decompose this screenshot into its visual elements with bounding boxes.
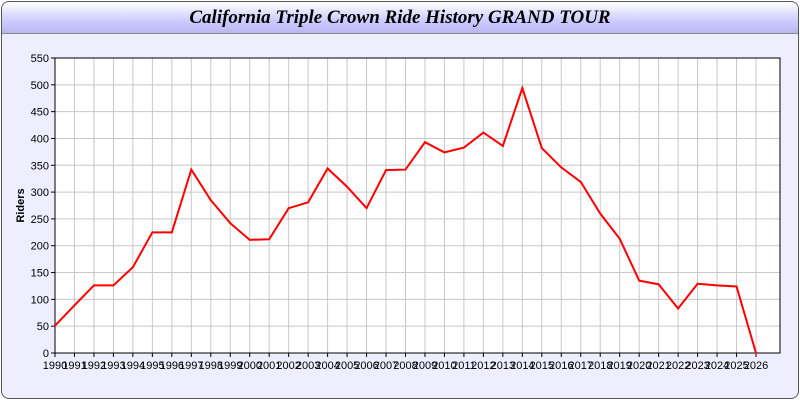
x-tick-label: 2021 — [646, 360, 670, 372]
x-tick-label: 2014 — [510, 360, 534, 372]
y-tick-label: 250 — [31, 214, 49, 226]
y-axis-label: Riders — [15, 188, 27, 222]
x-tick-label: 2012 — [471, 360, 495, 372]
data-point — [716, 284, 719, 287]
x-tick-label: 1998 — [199, 360, 223, 372]
x-tick-label: 2002 — [276, 360, 300, 372]
data-point — [404, 168, 407, 171]
data-point — [501, 144, 504, 147]
x-tick-label: 2007 — [374, 360, 398, 372]
data-point — [735, 285, 738, 288]
y-tick-label: 450 — [31, 107, 49, 119]
x-tick-label: 1995 — [140, 360, 164, 372]
y-tick-label: 100 — [31, 294, 49, 306]
data-point — [190, 168, 193, 171]
x-tick-label: 2013 — [491, 360, 515, 372]
data-point — [287, 207, 290, 210]
x-tick-label: 1993 — [101, 360, 125, 372]
x-tick-label: 2008 — [393, 360, 417, 372]
data-point — [151, 231, 154, 234]
y-tick-label: 0 — [43, 348, 49, 360]
y-tick-label: 50 — [37, 321, 49, 333]
data-point — [462, 146, 465, 149]
plot-area — [55, 58, 780, 353]
x-tick-label: 2018 — [588, 360, 612, 372]
x-tick-label: 1994 — [121, 360, 145, 372]
x-tick-label: 2000 — [237, 360, 261, 372]
x-tick-label: 2009 — [413, 360, 437, 372]
y-tick-label: 400 — [31, 133, 49, 145]
y-tick-label: 300 — [31, 187, 49, 199]
data-point — [92, 284, 95, 287]
data-point — [521, 87, 524, 90]
data-point — [443, 151, 446, 154]
data-point — [540, 147, 543, 150]
data-point — [54, 324, 56, 327]
x-tick-label: 2001 — [257, 360, 281, 372]
x-tick-label: 2011 — [452, 360, 476, 372]
data-point — [307, 201, 310, 204]
x-tick-label: 2019 — [607, 360, 631, 372]
x-tick-label: 2010 — [432, 360, 456, 372]
x-tick-label: 1992 — [82, 360, 106, 372]
data-point — [755, 352, 757, 354]
x-tick-label: 1999 — [218, 360, 242, 372]
data-point — [677, 307, 680, 310]
y-tick-label: 500 — [31, 80, 49, 92]
plot-border — [54, 57, 781, 354]
data-point — [423, 141, 426, 144]
data-point — [579, 180, 582, 183]
data-point — [638, 279, 641, 282]
x-tick-label: 2023 — [685, 360, 709, 372]
x-tick-label: 2004 — [315, 360, 339, 372]
x-tick-label: 2025 — [724, 360, 748, 372]
data-point — [657, 283, 660, 286]
x-tick-label: 1997 — [179, 360, 203, 372]
data-point — [560, 166, 563, 169]
data-point — [482, 131, 485, 134]
x-tick-label: 2003 — [296, 360, 320, 372]
x-tick-label: 2020 — [627, 360, 651, 372]
title-bar: California Triple Crown Ride History GRA… — [2, 2, 798, 34]
data-point — [112, 284, 115, 287]
x-tick-label: 2022 — [666, 360, 690, 372]
y-tick-label: 550 — [31, 53, 49, 65]
data-point — [268, 238, 271, 241]
data-point — [73, 304, 76, 307]
y-tick-label: 200 — [31, 241, 49, 253]
x-tick-label: 1996 — [160, 360, 184, 372]
y-tick-label: 350 — [31, 160, 49, 172]
x-tick-label: 2006 — [354, 360, 378, 372]
data-point — [599, 212, 602, 215]
data-point — [229, 222, 232, 225]
data-point — [385, 169, 388, 172]
data-point — [248, 238, 251, 241]
data-point — [326, 167, 329, 170]
x-tick-label: 2005 — [335, 360, 359, 372]
data-point — [209, 199, 212, 202]
x-tick-label: 2017 — [569, 360, 593, 372]
data-point — [696, 282, 699, 285]
data-point — [131, 266, 134, 269]
x-tick-label: 1991 — [62, 360, 86, 372]
data-point — [365, 207, 368, 210]
chart-title: California Triple Crown Ride History GRA… — [189, 7, 611, 28]
y-tick-label: 150 — [31, 268, 49, 280]
x-tick-label: 2016 — [549, 360, 573, 372]
x-tick-label: 2024 — [705, 360, 729, 372]
data-point — [346, 185, 349, 188]
x-tick-label: 2015 — [530, 360, 554, 372]
x-tick-label: 2026 — [744, 360, 768, 372]
x-tick-label: 1990 — [43, 360, 67, 372]
data-point — [170, 231, 173, 234]
data-point — [618, 237, 621, 240]
